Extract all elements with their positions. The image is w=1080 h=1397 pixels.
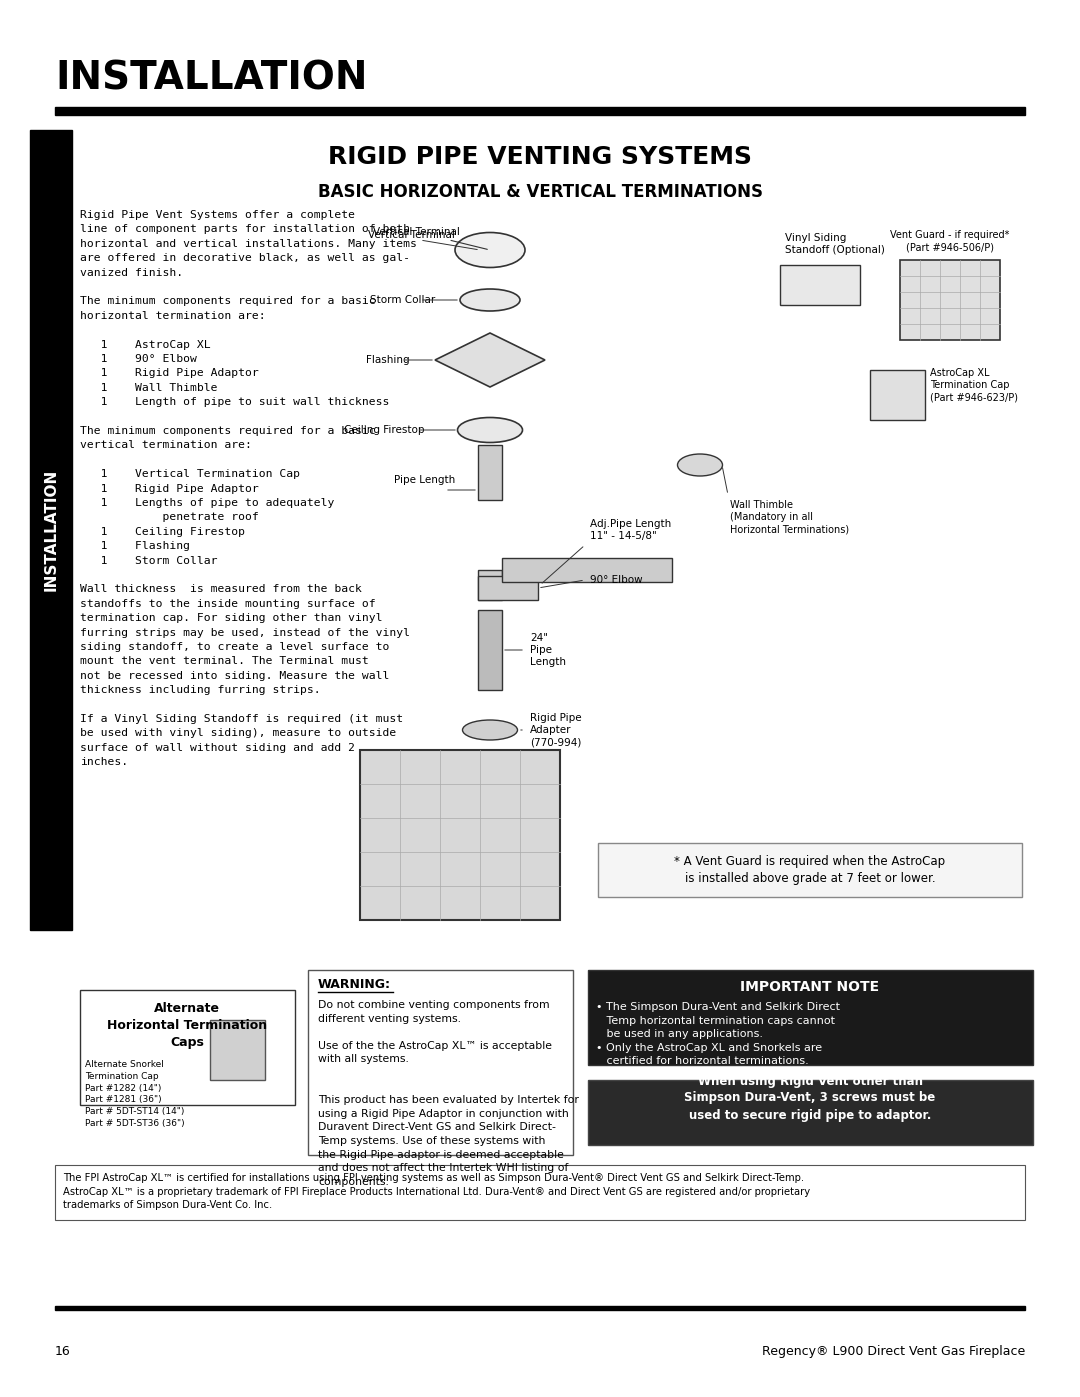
Polygon shape [435,332,545,387]
Ellipse shape [455,232,525,267]
Text: RIGID PIPE VENTING SYSTEMS: RIGID PIPE VENTING SYSTEMS [328,145,752,169]
Text: Vinyl Siding
Standoff (Optional): Vinyl Siding Standoff (Optional) [785,232,885,256]
Bar [478,570,502,599]
Text: WARNING:: WARNING: [318,978,391,990]
Text: Rigid Pipe
Adapter
(770-994): Rigid Pipe Adapter (770-994) [530,712,582,747]
Bar [55,108,1025,115]
FancyBboxPatch shape [598,842,1022,897]
Text: Alternate
Horizontal Termination
Caps: Alternate Horizontal Termination Caps [107,1002,267,1049]
Text: 16: 16 [55,1345,71,1358]
Ellipse shape [677,454,723,476]
Text: Storm Collar: Storm Collar [369,295,435,305]
Ellipse shape [462,719,517,740]
Bar [900,260,1000,339]
Bar [80,990,295,1105]
Text: • The Simpson Dura-Vent and Selkirk Direct
   Temp horizontal termination caps c: • The Simpson Dura-Vent and Selkirk Dire… [596,1002,840,1066]
Text: Vertical Terminal: Vertical Terminal [368,231,455,240]
Text: When using Rigid Vent other than
Simpson Dura-Vent, 3 screws must be
used to sec: When using Rigid Vent other than Simpson… [685,1074,935,1122]
Text: 90° Elbow: 90° Elbow [590,576,643,585]
Bar [30,130,72,930]
Bar [780,265,860,305]
Text: IMPORTANT NOTE: IMPORTANT NOTE [741,981,879,995]
Bar [588,970,1032,1065]
Ellipse shape [458,418,523,443]
Text: BASIC HORIZONTAL & VERTICAL TERMINATIONS: BASIC HORIZONTAL & VERTICAL TERMINATIONS [318,183,762,201]
Bar [502,557,672,583]
Text: Flashing: Flashing [366,355,410,365]
Text: The FPI AstroCap XL™ is certified for installations using FPI venting systems as: The FPI AstroCap XL™ is certified for in… [63,1173,810,1210]
Bar [55,1165,1025,1220]
Text: Wall Thimble
(Mandatory in all
Horizontal Terminations): Wall Thimble (Mandatory in all Horizonta… [730,500,849,535]
Bar [588,1080,1032,1146]
Bar [478,610,502,690]
Bar [308,970,573,1155]
Bar [360,750,561,921]
Text: * A Vent Guard is required when the AstroCap
is installed above grade at 7 feet : * A Vent Guard is required when the Astr… [674,855,946,886]
Text: Vertical Terminal: Vertical Terminal [373,226,487,249]
Text: Ceiling Firestop: Ceiling Firestop [345,425,426,434]
Text: 24"
Pipe
Length: 24" Pipe Length [530,633,566,668]
Bar [55,1306,1025,1310]
Bar [870,370,924,420]
Text: Pipe Length: Pipe Length [394,475,455,485]
Bar [478,576,538,599]
Bar [210,1020,265,1080]
Text: Do not combine venting components from
different venting systems.

Use of the th: Do not combine venting components from d… [318,1000,579,1187]
Text: Rigid Pipe Vent Systems offer a complete
line of component parts for installatio: Rigid Pipe Vent Systems offer a complete… [80,210,417,767]
Text: Alternate Snorkel
Termination Cap
Part #1282 (14")
Part #1281 (36")
Part # 5DT-S: Alternate Snorkel Termination Cap Part #… [85,1060,185,1127]
Bar [478,446,502,500]
Ellipse shape [460,289,519,312]
Text: INSTALLATION: INSTALLATION [55,60,367,98]
Text: Vent Guard - if required*
(Part #946-506/P): Vent Guard - if required* (Part #946-506… [890,229,1010,251]
Text: Adj.Pipe Length
11" - 14-5/8": Adj.Pipe Length 11" - 14-5/8" [590,518,672,541]
Text: INSTALLATION: INSTALLATION [43,469,58,591]
Text: Regency® L900 Direct Vent Gas Fireplace: Regency® L900 Direct Vent Gas Fireplace [761,1345,1025,1358]
Text: AstroCap XL
Termination Cap
(Part #946-623/P): AstroCap XL Termination Cap (Part #946-6… [930,367,1018,402]
